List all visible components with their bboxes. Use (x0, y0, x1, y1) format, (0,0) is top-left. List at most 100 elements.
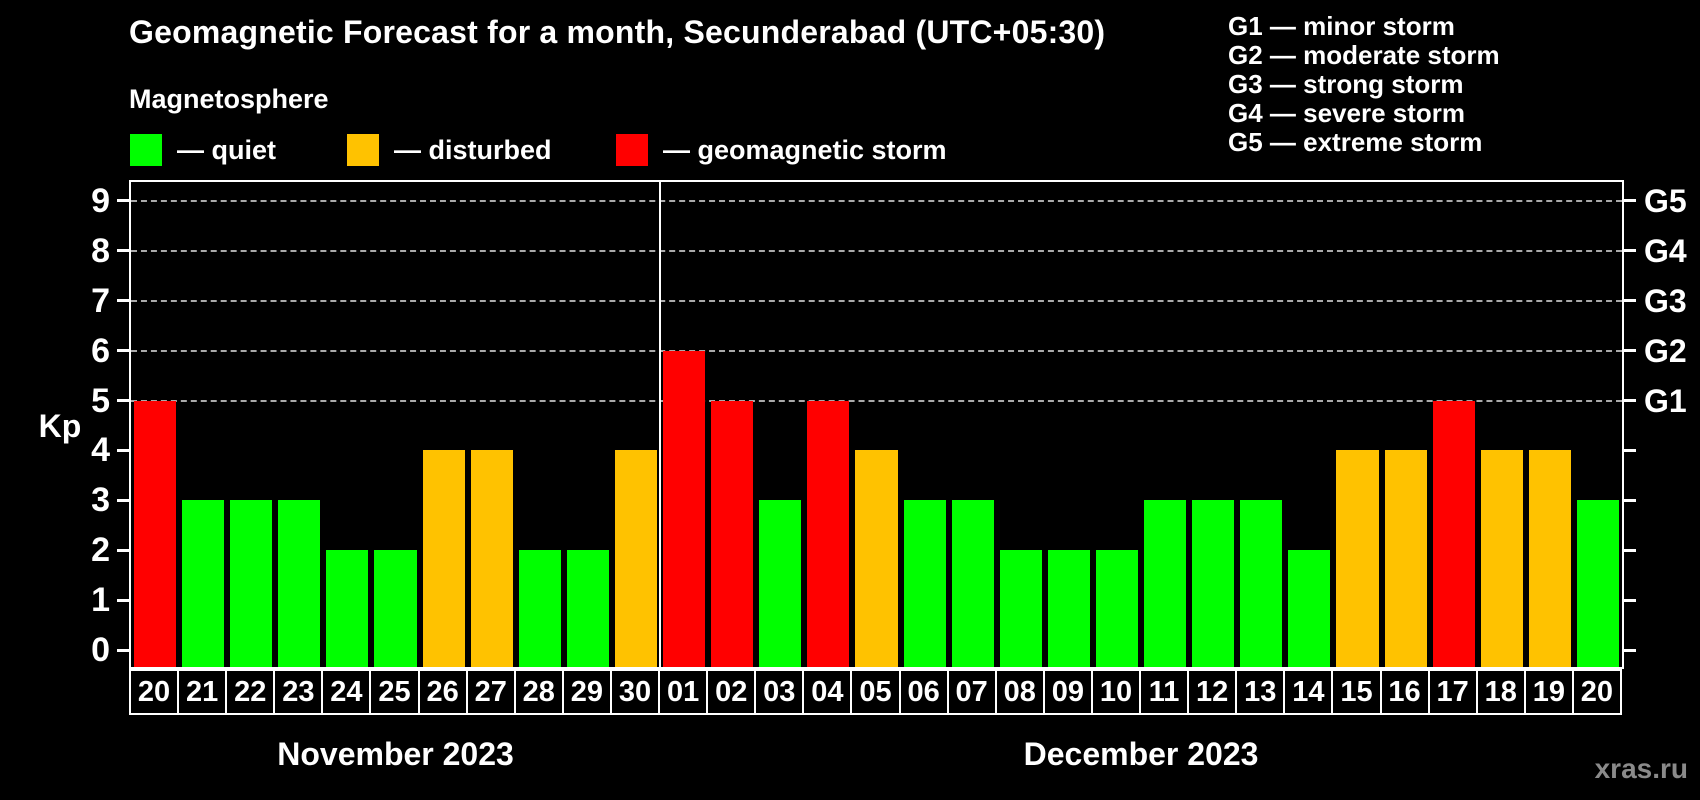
month-separator (659, 182, 662, 667)
right-tick-6 (1623, 349, 1636, 353)
date-cell-21: 21 (177, 669, 228, 715)
gridline-kp-8 (131, 249, 1622, 252)
kp-bar-05 (855, 450, 898, 667)
date-cell-18: 18 (1475, 669, 1526, 715)
kp-bar-06 (903, 500, 946, 667)
y-axis-label-3: 3 (91, 481, 110, 520)
kp-bar-10 (1095, 550, 1139, 667)
date-cell-16: 16 (1379, 669, 1430, 715)
page-title: Geomagnetic Forecast for a month, Secund… (129, 14, 1106, 50)
date-cell-08: 08 (994, 669, 1045, 715)
kp-bar-23 (278, 500, 321, 667)
date-cell-02: 02 (706, 669, 757, 715)
date-cell-01: 01 (658, 669, 709, 715)
y-axis-label-6: 6 (91, 331, 110, 370)
date-cell-22: 22 (225, 669, 276, 715)
date-cell-12: 12 (1187, 669, 1238, 715)
kp-bar-18 (1480, 450, 1523, 667)
kp-bar-19 (1528, 450, 1571, 667)
date-cell-07: 07 (946, 669, 997, 715)
legend-item-storm: — geomagnetic storm (616, 134, 947, 166)
quiet-swatch (130, 134, 162, 166)
date-cell-09: 09 (1042, 669, 1093, 715)
disturbed-swatch (347, 134, 379, 166)
date-cell-06: 06 (898, 669, 949, 715)
date-cell-24: 24 (321, 669, 372, 715)
quiet-label: — quiet (177, 134, 276, 165)
gridline-kp-7 (131, 299, 1622, 302)
y-axis-label-1: 1 (91, 581, 110, 620)
kp-bar-22 (230, 500, 273, 667)
kp-bar-20 (1576, 500, 1619, 667)
g-axis-label-G3: G3 (1644, 282, 1687, 319)
date-cell-26: 26 (417, 669, 468, 715)
kp-bar-16 (1384, 450, 1427, 667)
kp-bar-01 (663, 350, 706, 667)
date-cell-19: 19 (1523, 669, 1574, 715)
left-tick-9 (117, 199, 130, 203)
date-cell-04: 04 (802, 669, 853, 715)
kp-bar-17 (1432, 400, 1475, 667)
kp-bar-14 (1288, 550, 1331, 667)
kp-bar-29 (566, 550, 609, 667)
y-axis-label-0: 0 (91, 631, 110, 669)
left-tick-7 (117, 299, 130, 303)
g-axis-label-G2: G2 (1644, 332, 1687, 369)
date-cell-30: 30 (609, 669, 661, 715)
left-tick-3 (117, 498, 130, 502)
date-cell-23: 23 (273, 669, 324, 715)
left-tick-4 (117, 448, 130, 452)
kp-bar-24 (326, 550, 369, 667)
g-scale-legend: G1 — minor storm G2 — moderate storm G3 — … (1228, 12, 1500, 157)
left-tick-5 (117, 399, 130, 402)
month-label-december: December 2023 (1023, 736, 1259, 772)
kp-bar-15 (1336, 450, 1379, 667)
legend-item-quiet: — quiet (130, 134, 276, 166)
date-cell-25: 25 (369, 669, 420, 715)
legend-item-disturbed: — disturbed (347, 134, 552, 166)
gridline-kp-5 (131, 399, 1622, 402)
kp-bar-21 (182, 500, 225, 667)
right-tick-5 (1623, 399, 1636, 402)
gridline-kp-6 (131, 349, 1622, 352)
kp-bar-26 (422, 450, 465, 667)
right-tick-2 (1623, 548, 1636, 552)
date-cell-03: 03 (754, 669, 805, 715)
kp-bar-11 (1144, 500, 1187, 667)
watermark: xras.ru (1594, 753, 1688, 784)
y-axis-label-8: 8 (91, 231, 110, 270)
kp-bar-27 (470, 450, 513, 667)
date-cell-29: 29 (561, 669, 612, 715)
kp-bar-30 (614, 450, 658, 667)
y-axis-label-9: 9 (91, 181, 110, 220)
date-cell-17: 17 (1427, 669, 1478, 715)
date-cell-27: 27 (465, 669, 516, 715)
storm-swatch (616, 134, 648, 166)
kp-bar-25 (374, 550, 417, 667)
kp-bar-13 (1240, 500, 1283, 667)
y-axis-label-5: 5 (91, 381, 110, 420)
date-cell-15: 15 (1331, 669, 1382, 715)
g-axis-label-G1: G1 (1644, 382, 1687, 419)
y-axis-label-2: 2 (91, 531, 110, 570)
disturbed-label: — disturbed (394, 134, 552, 165)
date-cell-13: 13 (1235, 669, 1286, 715)
storm-label: — geomagnetic storm (663, 134, 947, 165)
right-tick-4 (1623, 448, 1636, 452)
right-tick-0 (1623, 648, 1636, 652)
g-legend-line-2: G2 — moderate storm (1228, 40, 1500, 70)
g-axis-label-G4: G4 (1644, 232, 1687, 269)
left-tick-0 (117, 648, 130, 652)
kp-bar-08 (999, 550, 1042, 667)
g-legend-line-4: G4 — severe storm (1228, 98, 1466, 128)
right-tick-8 (1623, 249, 1636, 253)
date-cell-20: 20 (1571, 669, 1622, 715)
kp-bar-04 (807, 400, 850, 667)
y-axis-title: Kp (38, 408, 82, 444)
month-label-november: November 2023 (277, 736, 514, 772)
g-legend-line-3: G3 — strong storm (1228, 69, 1464, 99)
right-tick-9 (1623, 199, 1636, 203)
left-tick-8 (117, 249, 130, 253)
magnetosphere-label: Magnetosphere (129, 84, 329, 114)
